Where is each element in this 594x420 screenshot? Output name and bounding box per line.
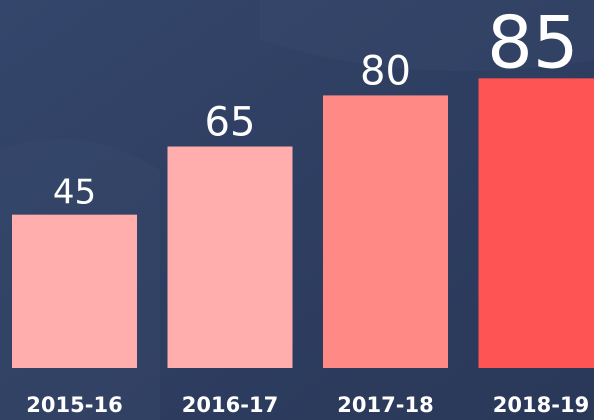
x-tick-label: 2016-17 — [182, 393, 278, 417]
bar — [479, 78, 594, 368]
bar — [12, 215, 137, 368]
x-tick-label: 2017-18 — [337, 393, 433, 417]
chart: 45 2015-16 65 2016-17 80 2017-18 85 2018-19 — [0, 0, 594, 420]
page: {"chart_data": {"type": "bar", "categori… — [0, 0, 594, 420]
bar — [168, 147, 293, 368]
bar — [323, 95, 448, 368]
x-tick-label: 2015-16 — [26, 393, 122, 417]
value-label: 45 — [53, 173, 96, 213]
value-label: 85 — [487, 0, 579, 84]
value-label: 65 — [205, 100, 256, 146]
value-label: 80 — [360, 48, 411, 94]
x-tick-label: 2018-19 — [493, 393, 589, 417]
